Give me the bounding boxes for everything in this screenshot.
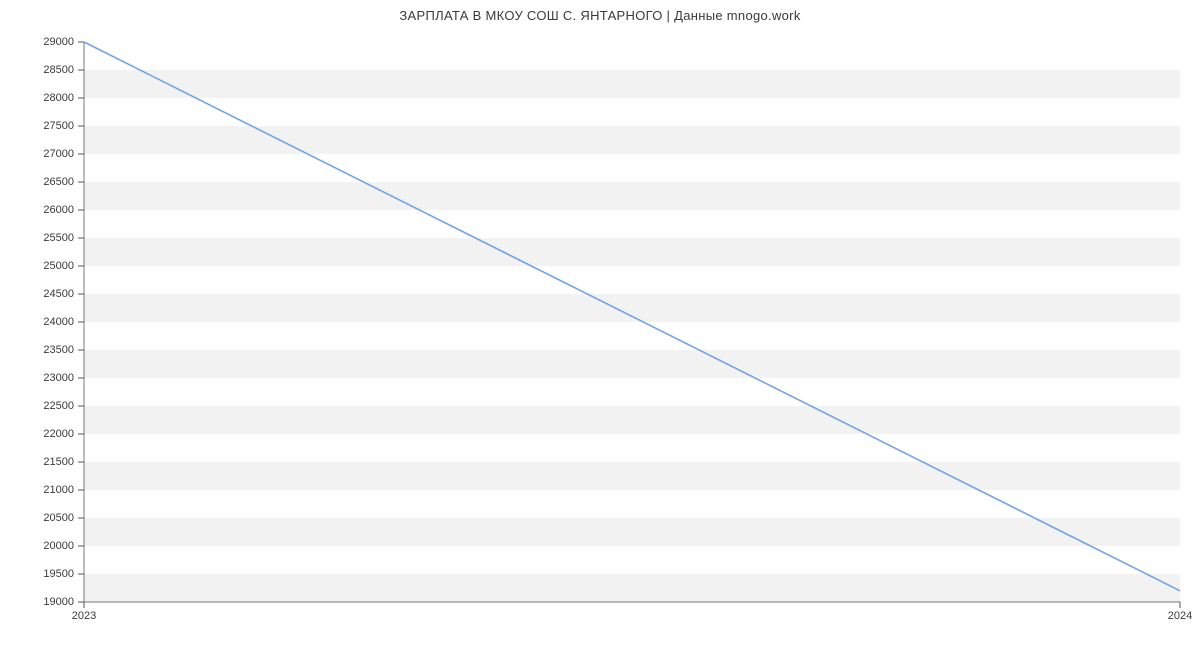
y-tick-label: 29000 [34, 36, 74, 48]
plot-area [84, 42, 1180, 602]
y-tick-label: 21500 [34, 456, 74, 468]
y-tick-label: 22000 [34, 428, 74, 440]
y-tick-label: 19000 [34, 596, 74, 608]
y-tick-label: 19500 [34, 568, 74, 580]
salary-line-chart: ЗАРПЛАТА В МКОУ СОШ С. ЯНТАРНОГО | Данны… [0, 0, 1200, 650]
y-tick-label: 25000 [34, 260, 74, 272]
y-tick-label: 26500 [34, 176, 74, 188]
y-tick-label: 28000 [34, 92, 74, 104]
y-tick-label: 28500 [34, 64, 74, 76]
y-tick-label: 22500 [34, 400, 74, 412]
y-tick-label: 21000 [34, 484, 74, 496]
y-tick-label: 24000 [34, 316, 74, 328]
y-tick-label: 26000 [34, 204, 74, 216]
x-tick-label: 2024 [1168, 610, 1192, 622]
chart-title: ЗАРПЛАТА В МКОУ СОШ С. ЯНТАРНОГО | Данны… [0, 8, 1200, 23]
plot-svg [84, 42, 1180, 602]
y-tick-label: 27000 [34, 148, 74, 160]
y-tick-label: 20000 [34, 540, 74, 552]
y-tick-label: 27500 [34, 120, 74, 132]
y-tick-label: 23000 [34, 372, 74, 384]
y-tick-label: 20500 [34, 512, 74, 524]
y-tick-label: 25500 [34, 232, 74, 244]
y-tick-label: 24500 [34, 288, 74, 300]
x-tick-label: 2023 [72, 610, 96, 622]
y-tick-label: 23500 [34, 344, 74, 356]
